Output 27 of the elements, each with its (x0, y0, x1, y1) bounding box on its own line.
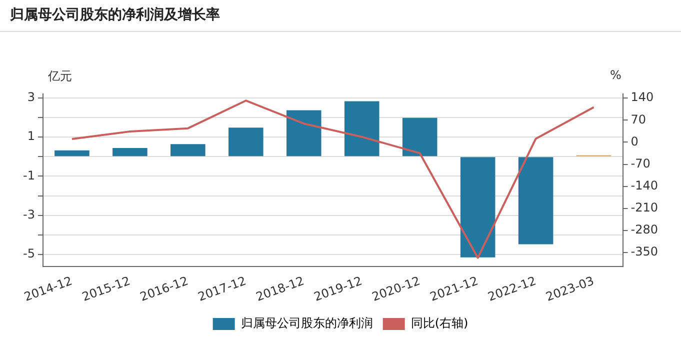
legend-label: 同比(右轴) (410, 316, 468, 330)
y2-tick-label: 70 (630, 112, 646, 126)
bar (286, 110, 322, 156)
chart-title: 归属母公司股东的净利润及增长率 (10, 6, 220, 24)
y-tick-label: -3 (22, 208, 35, 222)
y2-tick-label: -140 (630, 178, 658, 192)
legend-label: 归属母公司股东的净利润 (240, 316, 373, 330)
y2-tick-label: -350 (630, 244, 658, 259)
bar (112, 148, 148, 156)
y-axis-title: 亿元 (48, 68, 72, 85)
y2-tick-label: -280 (630, 222, 658, 237)
bar (170, 144, 206, 156)
bar (402, 118, 438, 156)
bar (228, 128, 264, 156)
bar (344, 101, 380, 156)
y-tick-label: -5 (22, 246, 35, 261)
y2-tick-label: 140 (630, 90, 654, 104)
bar (518, 157, 554, 244)
y2-tick-label: 0 (630, 134, 638, 148)
y2-tick-label: -70 (630, 156, 650, 170)
y2-tick-label: -210 (630, 200, 658, 214)
y2-axis-title: % (610, 68, 622, 82)
y-tick-label: 1 (27, 129, 35, 144)
y-tick-label: -1 (22, 168, 35, 182)
bar (460, 157, 496, 258)
y-tick-label: 3 (27, 90, 35, 104)
bar (54, 150, 90, 156)
